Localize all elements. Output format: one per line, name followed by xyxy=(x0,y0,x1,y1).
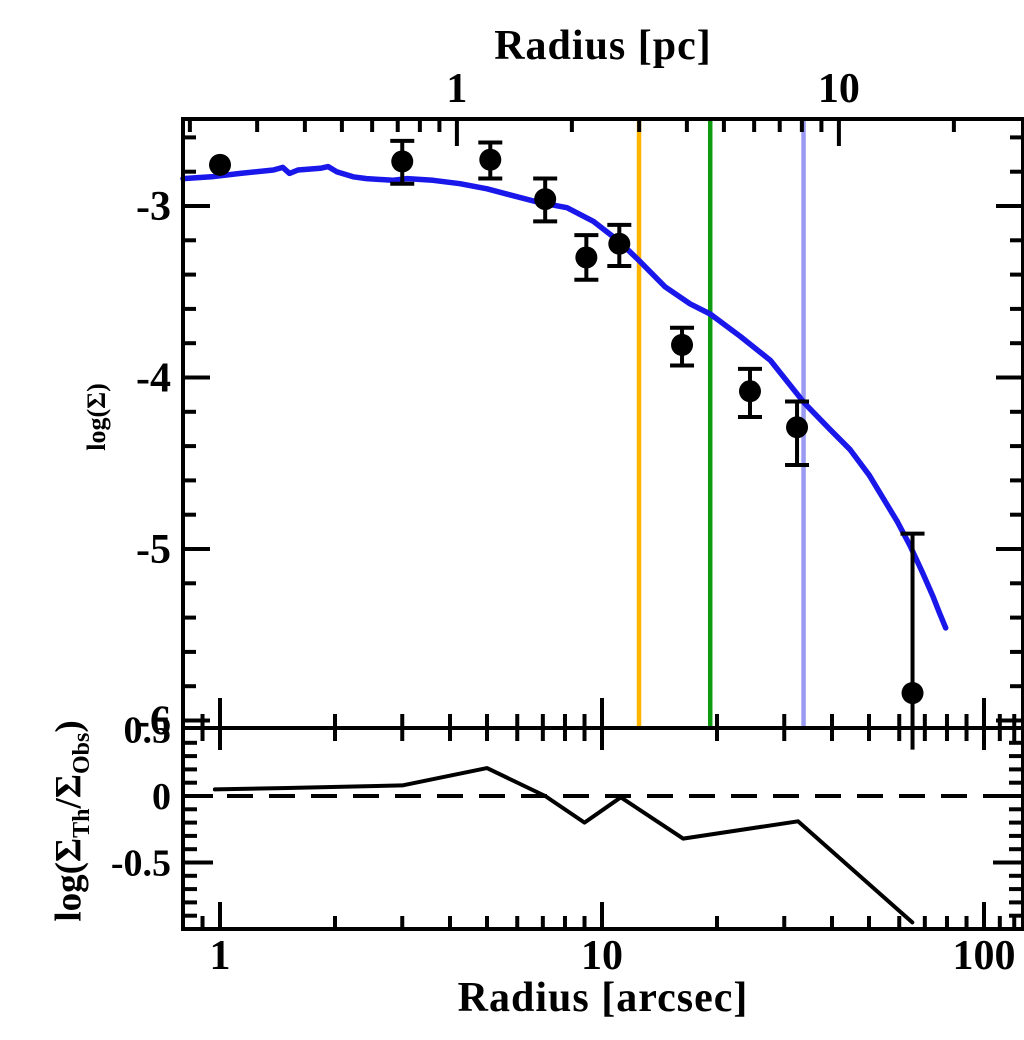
top-axis-title: Radius [pc] xyxy=(494,23,712,69)
x-tick-label-bottom: 10 xyxy=(581,933,623,979)
data-point xyxy=(209,153,231,176)
residual-curve xyxy=(212,766,915,925)
data-point xyxy=(608,232,631,255)
ylabel-text: ) xyxy=(48,720,90,733)
residual-panel-border xyxy=(181,726,1024,931)
ylabel-text: log(Σ xyxy=(48,837,90,922)
surface-density-profile-figure: 1 10 100 1 10 -3 -4 -5 -6 0.5 0 -0.5 Radius [pc] Ra… xyxy=(40,16,1024,1040)
data-point xyxy=(575,246,598,269)
ylabel-subscript: Th xyxy=(68,808,95,838)
x-tick-label-top: 1 xyxy=(446,66,467,112)
ylabel-text: /Σ xyxy=(48,774,90,809)
y-tick-label-main: -5 xyxy=(136,527,171,573)
data-point xyxy=(786,416,809,439)
bottom-axis-title: Radius [arcsec] xyxy=(457,975,749,1021)
y-tick-label-residual: 0 xyxy=(152,776,171,818)
data-point xyxy=(738,380,761,403)
y-tick-label-residual: 0.5 xyxy=(124,710,172,752)
model-curve xyxy=(180,163,949,631)
x-tick-label-top: 10 xyxy=(818,66,860,112)
x-tick-label-bottom: 100 xyxy=(953,933,1016,979)
residual-y-axis-title: log(ΣTh/ΣObs) xyxy=(48,679,95,964)
y-tick-label-residual: -0.5 xyxy=(111,843,171,885)
main-panel-border xyxy=(181,117,1024,730)
data-point xyxy=(534,188,557,211)
y-tick-label-main: -3 xyxy=(136,184,171,230)
data-point xyxy=(479,148,502,171)
main-y-axis-title: log(Σ) xyxy=(82,383,111,451)
chart-canvas: 1 10 100 1 10 -3 -4 -5 -60.5 0 -0.5 xyxy=(111,66,1024,979)
y-tick-label-main: -4 xyxy=(136,356,171,402)
data-point xyxy=(391,150,414,173)
ylabel-subscript: Obs xyxy=(68,732,95,775)
x-tick-label-bottom: 1 xyxy=(210,933,231,979)
y-tick-label-main: -6 xyxy=(136,699,171,745)
data-point xyxy=(671,333,694,356)
data-point xyxy=(901,682,924,705)
